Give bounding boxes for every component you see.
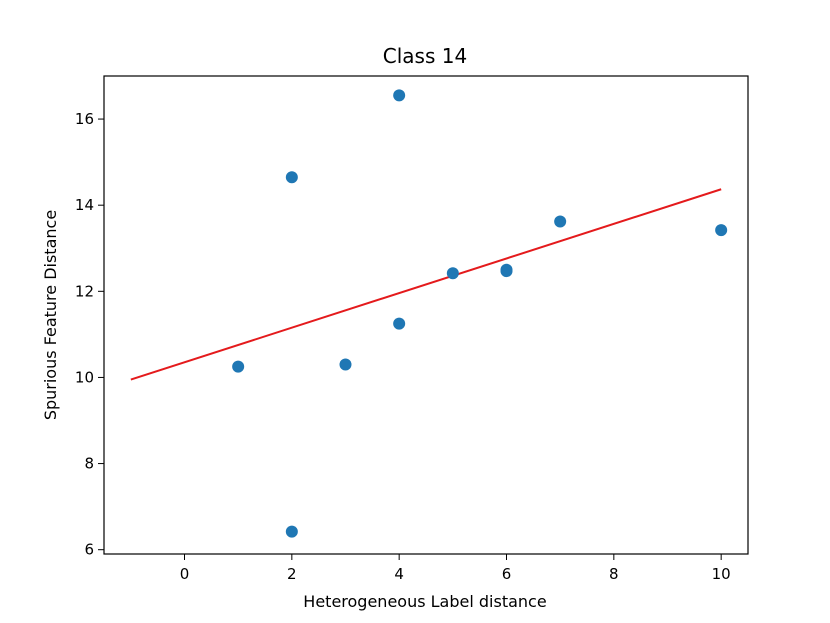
data-point-8	[500, 265, 513, 278]
x-tick-label: 10	[712, 565, 731, 583]
x-tick-label: 2	[287, 565, 297, 583]
data-point-0	[232, 360, 245, 373]
data-point-4	[393, 89, 406, 102]
data-point-9	[554, 215, 567, 228]
axis-ticks: 0 2 4 6 8 10 6 8 10 12 14 16	[75, 110, 731, 583]
plot-area	[130, 89, 728, 538]
data-point-2	[285, 525, 298, 538]
x-tick-label: 0	[180, 565, 190, 583]
data-point-6	[446, 267, 459, 280]
axes-frame	[103, 75, 749, 555]
x-tick-label: 8	[609, 565, 619, 583]
x-tick-label: 4	[394, 565, 404, 583]
data-point-5	[393, 317, 406, 330]
data-point-1	[285, 171, 298, 184]
data-point-3	[339, 358, 352, 371]
y-tick-label: 16	[75, 110, 94, 128]
y-tick-label: 8	[84, 455, 94, 473]
y-tick-label: 6	[84, 541, 94, 559]
y-tick-label: 12	[75, 282, 94, 300]
x-tick-label: 6	[502, 565, 512, 583]
chart-title: Class 14	[383, 44, 467, 68]
x-axis-label: Heterogeneous Label distance	[303, 592, 546, 611]
y-tick-label: 10	[75, 368, 94, 386]
data-point-10	[715, 224, 728, 237]
trend-line	[130, 188, 722, 381]
y-tick-label: 14	[75, 196, 94, 214]
y-axis-label: Spurious Feature Distance	[41, 210, 60, 420]
